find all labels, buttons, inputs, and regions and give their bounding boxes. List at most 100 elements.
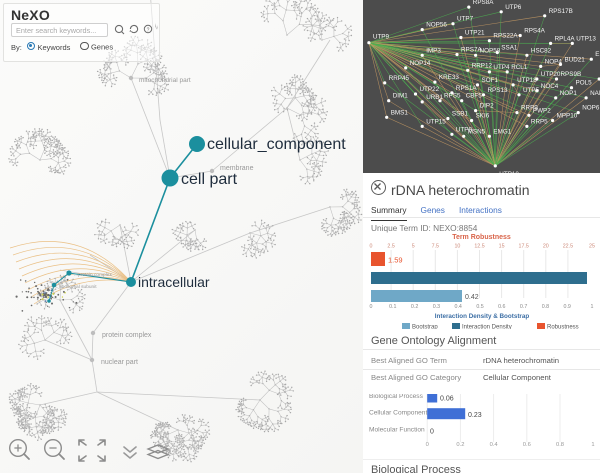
svg-text:SSA1: SSA1 — [501, 45, 518, 52]
svg-text:0.8: 0.8 — [556, 442, 564, 448]
svg-text:POL5: POL5 — [576, 80, 593, 87]
svg-text:0.8: 0.8 — [542, 304, 549, 310]
svg-text:URB1: URB1 — [426, 94, 443, 101]
svg-text:0.06: 0.06 — [440, 395, 454, 402]
svg-text:0.7: 0.7 — [520, 304, 527, 310]
svg-text:DIP2: DIP2 — [480, 103, 494, 110]
svg-text:1: 1 — [591, 304, 594, 310]
svg-text:RPS4A: RPS4A — [524, 28, 545, 35]
svg-text:Bootstrap: Bootstrap — [412, 325, 438, 330]
svg-text:UTP20: UTP20 — [541, 71, 561, 78]
svg-text:IMP3: IMP3 — [426, 47, 441, 54]
svg-text:KRE33: KRE33 — [439, 74, 459, 81]
svg-text:UTP13: UTP13 — [576, 35, 596, 42]
svg-text:RPL4A: RPL4A — [555, 35, 576, 42]
svg-text:MSN5: MSN5 — [468, 128, 486, 135]
svg-text:NOC4: NOC4 — [541, 83, 559, 90]
svg-text:NAN1: NAN1 — [590, 90, 600, 97]
svg-text:CBF5: CBF5 — [466, 93, 483, 100]
svg-text:0.5: 0.5 — [476, 304, 483, 310]
svg-text:intracellular: intracellular — [138, 274, 210, 290]
svg-text:RPS9B: RPS9B — [561, 71, 582, 78]
svg-text:Robustness: Robustness — [547, 325, 579, 330]
svg-text:cell part: cell part — [181, 171, 238, 188]
svg-text:BMS1: BMS1 — [391, 109, 409, 116]
svg-text:RPS5: RPS5 — [444, 93, 461, 100]
svg-text:5: 5 — [412, 244, 415, 250]
svg-text:UTP22: UTP22 — [420, 86, 440, 93]
svg-text:0.3: 0.3 — [433, 304, 440, 310]
svg-text:PWP2: PWP2 — [533, 107, 551, 114]
svg-text:UTP5: UTP5 — [523, 87, 540, 94]
svg-text:ribosomal subunit: ribosomal subunit — [59, 284, 97, 290]
svg-text:0.4: 0.4 — [455, 304, 462, 310]
svg-text:RPS8A: RPS8A — [473, 0, 494, 6]
svg-text:?: ? — [147, 28, 150, 34]
svg-text:membrane: membrane — [220, 165, 254, 172]
svg-text:RRP5: RRP5 — [531, 118, 548, 125]
svg-text:17.5: 17.5 — [519, 244, 529, 250]
svg-text:UTP6: UTP6 — [505, 4, 522, 11]
svg-text:UTP15: UTP15 — [426, 118, 446, 125]
svg-text:Cellular Component: Cellular Component — [369, 410, 427, 417]
svg-text:RCL1: RCL1 — [511, 64, 528, 71]
svg-text:0: 0 — [426, 442, 429, 448]
svg-text:0.9: 0.9 — [564, 304, 571, 310]
svg-text:Interaction Density: Interaction Density — [462, 325, 512, 330]
svg-text:NOP1: NOP1 — [560, 90, 578, 97]
svg-text:NOP6: NOP6 — [582, 105, 600, 112]
svg-text:Biological Process: Biological Process — [369, 394, 424, 400]
svg-text:...protein complex: ...protein complex — [74, 272, 112, 278]
svg-text:BUD21: BUD21 — [565, 56, 586, 63]
svg-text:RPS1A: RPS1A — [456, 85, 477, 92]
svg-text:SOF1: SOF1 — [482, 77, 499, 84]
svg-text:SSB1: SSB1 — [452, 111, 469, 118]
svg-text:DIM1: DIM1 — [393, 93, 409, 100]
svg-text:0.42: 0.42 — [465, 294, 479, 301]
svg-text:UTP4: UTP4 — [493, 64, 510, 71]
svg-text:22.5: 22.5 — [563, 244, 573, 250]
svg-text:HSC82: HSC82 — [531, 47, 552, 54]
svg-text:0: 0 — [370, 304, 373, 310]
svg-text:0: 0 — [370, 244, 373, 250]
svg-text:UTP18: UTP18 — [517, 77, 537, 84]
svg-text:0.6: 0.6 — [498, 304, 505, 310]
svg-text:0.2: 0.2 — [456, 442, 464, 448]
svg-text:20: 20 — [543, 244, 549, 250]
svg-text:7.5: 7.5 — [432, 244, 439, 250]
svg-text:0.1: 0.1 — [389, 304, 396, 310]
svg-text:1: 1 — [591, 442, 594, 448]
svg-text:cellular_component: cellular_component — [207, 136, 346, 153]
svg-text:12.5: 12.5 — [474, 244, 484, 250]
svg-text:2.5: 2.5 — [387, 244, 394, 250]
svg-text:15: 15 — [499, 244, 505, 250]
svg-text:1.59: 1.59 — [388, 256, 403, 265]
svg-text:Interaction Density & Bootstra: Interaction Density & Bootstrap — [435, 313, 530, 320]
svg-text:EMG1: EMG1 — [493, 128, 511, 135]
svg-text:NOP14: NOP14 — [410, 60, 431, 67]
svg-text:NOP58: NOP58 — [480, 47, 501, 54]
svg-text:25: 25 — [589, 244, 595, 250]
svg-text:Molecular Function: Molecular Function — [369, 426, 425, 433]
svg-text:NOP4: NOP4 — [545, 58, 563, 65]
svg-text:UTP9: UTP9 — [373, 34, 390, 41]
svg-text:RPS22A: RPS22A — [493, 33, 518, 40]
svg-text:MPP10: MPP10 — [557, 113, 578, 120]
svg-text:RPS13: RPS13 — [488, 87, 508, 94]
svg-text:RRP45: RRP45 — [389, 75, 410, 82]
svg-text:UTP7: UTP7 — [457, 16, 474, 23]
svg-text:protein complex: protein complex — [102, 332, 152, 339]
svg-text:0.23: 0.23 — [468, 412, 482, 419]
svg-text:0: 0 — [430, 429, 434, 436]
svg-text:0.6: 0.6 — [523, 442, 531, 448]
svg-text:mitochondrial part: mitochondrial part — [139, 77, 191, 84]
svg-text:RRP12: RRP12 — [472, 62, 493, 69]
svg-text:NOP56: NOP56 — [426, 22, 447, 29]
svg-text:10: 10 — [454, 244, 460, 250]
svg-text:UTP21: UTP21 — [465, 30, 485, 37]
svg-text:SKI6: SKI6 — [476, 113, 490, 120]
svg-text:ENP1: ENP1 — [595, 51, 600, 58]
svg-text:nuclear part: nuclear part — [101, 359, 138, 366]
svg-text:0.4: 0.4 — [490, 442, 499, 448]
svg-text:RPS17B: RPS17B — [549, 8, 573, 15]
